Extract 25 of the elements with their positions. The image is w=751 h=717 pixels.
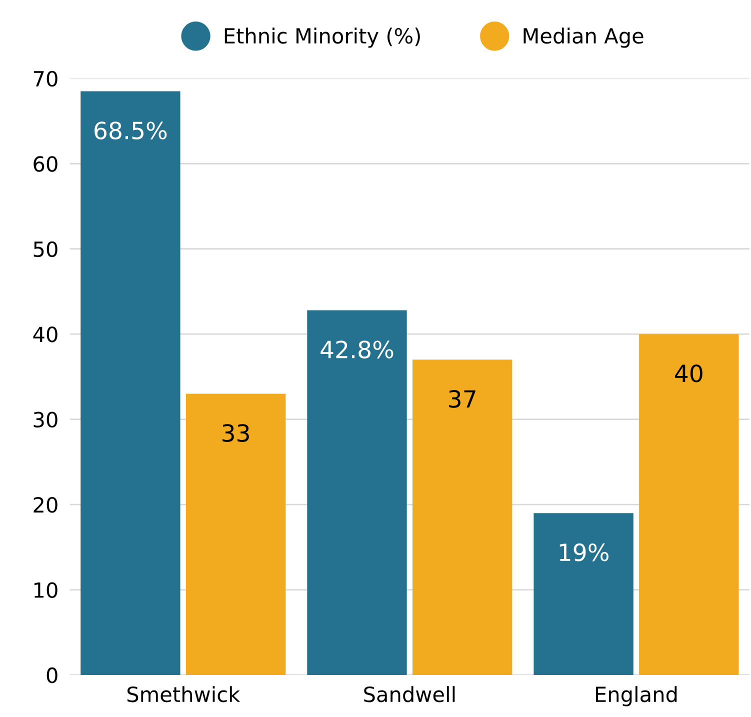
- data-label: 33: [222, 424, 249, 442]
- x-tick-label: Smethwick: [127, 686, 240, 702]
- data-label: 42.8%: [320, 340, 394, 358]
- y-tick-label: 20: [34, 496, 58, 513]
- data-label: 68.5%: [94, 122, 167, 140]
- y-tick-label: 50: [34, 241, 58, 258]
- x-tick-label: Sandwell: [364, 686, 455, 702]
- x-tick-label: England: [596, 686, 677, 706]
- y-tick-label: 30: [34, 412, 58, 428]
- y-tick-label: 60: [34, 156, 58, 172]
- legend-label: Ethnic Minority (%): [224, 28, 420, 48]
- legend-label: Median Age: [524, 28, 644, 48]
- y-tick-label: 70: [34, 70, 58, 87]
- data-label: 37: [449, 390, 476, 408]
- y-tick-label: 10: [34, 582, 58, 598]
- bar: [639, 334, 739, 675]
- bar: [186, 394, 286, 675]
- y-tick-label: 0: [46, 667, 58, 684]
- bar: [534, 513, 634, 675]
- y-tick-label: 40: [33, 326, 58, 342]
- data-label: 19%: [560, 543, 608, 562]
- bar: [80, 91, 180, 675]
- bar: [412, 360, 512, 675]
- bar: [307, 310, 407, 675]
- data-label: 40: [675, 364, 702, 382]
